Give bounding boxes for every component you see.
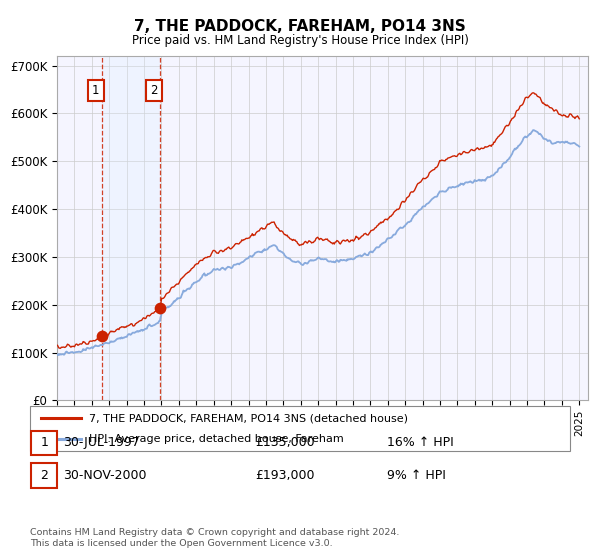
Text: £135,000: £135,000 [256, 436, 315, 450]
Text: Contains HM Land Registry data © Crown copyright and database right 2024.
This d: Contains HM Land Registry data © Crown c… [30, 528, 400, 548]
Text: £193,000: £193,000 [256, 469, 315, 482]
Text: 7, THE PADDOCK, FAREHAM, PO14 3NS: 7, THE PADDOCK, FAREHAM, PO14 3NS [134, 19, 466, 34]
Text: 7, THE PADDOCK, FAREHAM, PO14 3NS (detached house): 7, THE PADDOCK, FAREHAM, PO14 3NS (detac… [89, 413, 409, 423]
Text: 1: 1 [92, 84, 100, 97]
FancyBboxPatch shape [31, 431, 58, 455]
Text: 16% ↑ HPI: 16% ↑ HPI [388, 436, 454, 450]
FancyBboxPatch shape [31, 463, 58, 488]
Text: Price paid vs. HM Land Registry's House Price Index (HPI): Price paid vs. HM Land Registry's House … [131, 34, 469, 46]
Point [155, 304, 165, 312]
Text: 1: 1 [40, 436, 49, 450]
Text: 9% ↑ HPI: 9% ↑ HPI [388, 469, 446, 482]
Text: 2: 2 [150, 84, 158, 97]
Text: 2: 2 [40, 469, 49, 482]
FancyBboxPatch shape [30, 406, 570, 451]
Point [97, 332, 107, 340]
Text: 30-JUL-1997: 30-JUL-1997 [63, 436, 140, 450]
Text: HPI: Average price, detached house, Fareham: HPI: Average price, detached house, Fare… [89, 433, 344, 444]
Text: 30-NOV-2000: 30-NOV-2000 [63, 469, 146, 482]
Bar [102, 56, 160, 400]
